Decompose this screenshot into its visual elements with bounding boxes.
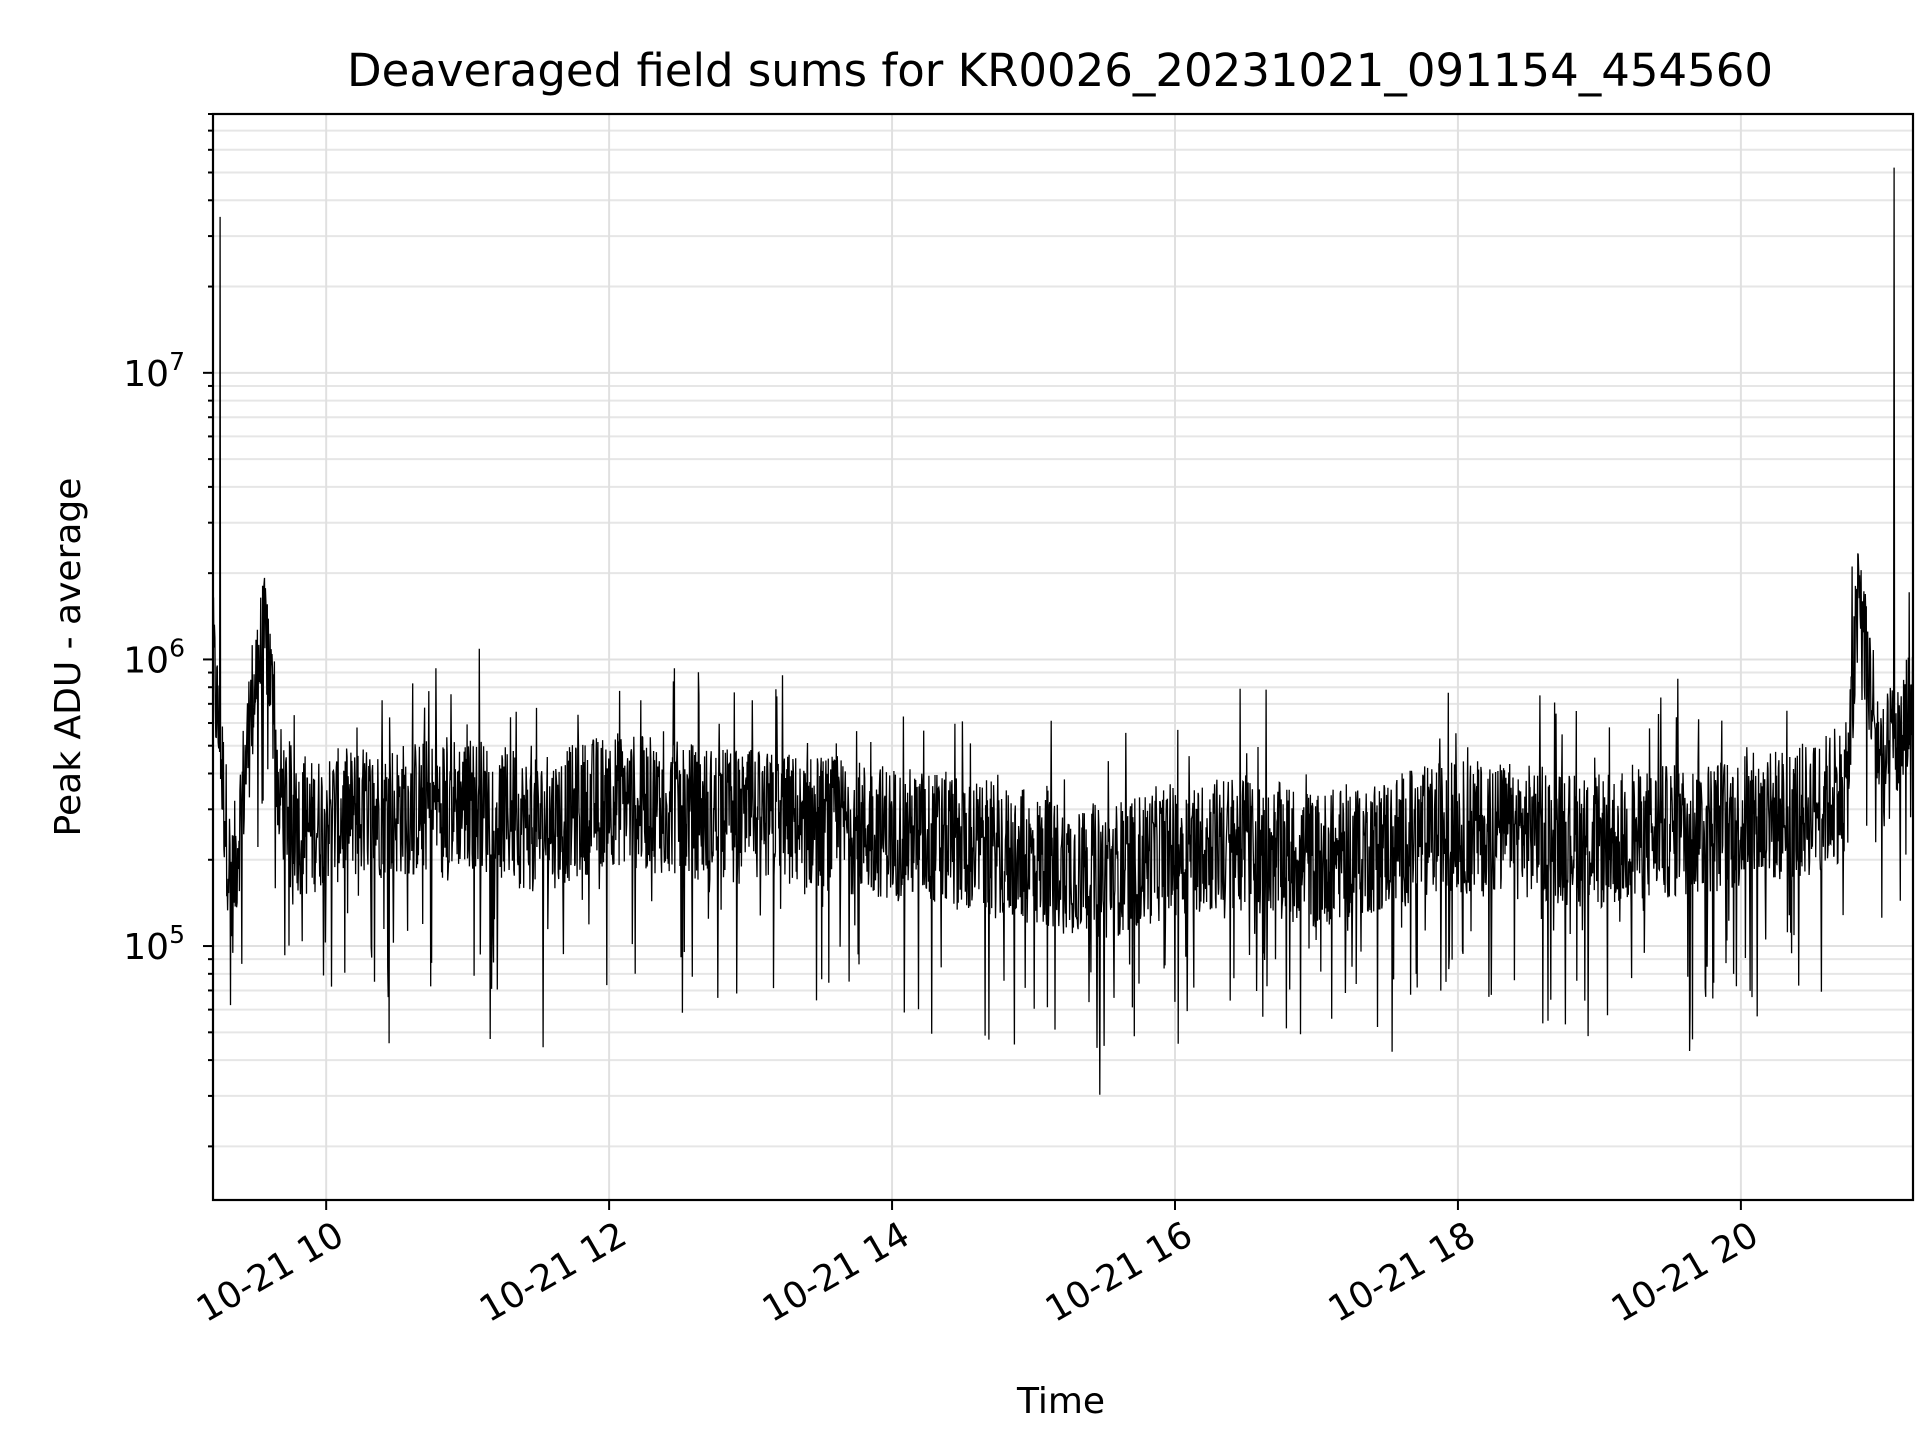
- x-tick-label: 10-21 20: [1605, 1214, 1766, 1330]
- axes-frame: [211, 112, 1915, 1202]
- y-axis-label: Peak ADU - average: [48, 478, 89, 837]
- series-line-peak-adu: [212, 167, 1914, 1095]
- x-axis: 10-21 10 10-21 12 10-21 14 10-21 16 10-21 18…: [190, 1200, 1765, 1331]
- x-tick-label: 10-21 16: [1039, 1214, 1200, 1330]
- y-tick-label: 107: [123, 347, 185, 395]
- x-axis-label: Time: [1016, 1381, 1105, 1422]
- y-tick-label: 105: [123, 920, 185, 968]
- y-tick-label: 106: [123, 633, 185, 681]
- x-tick-label: 10-21 10: [190, 1214, 351, 1330]
- chart-title: Deaveraged field sums for KR0026_2023102…: [347, 44, 1773, 97]
- plot-area: [212, 167, 1914, 1095]
- x-tick-label: 10-21 12: [473, 1214, 634, 1330]
- x-tick-label: 10-21 18: [1322, 1214, 1483, 1330]
- grid-lines: [213, 113, 1913, 1200]
- y-axis: 105 106 107: [123, 113, 213, 1148]
- x-tick-label: 10-21 14: [756, 1214, 917, 1330]
